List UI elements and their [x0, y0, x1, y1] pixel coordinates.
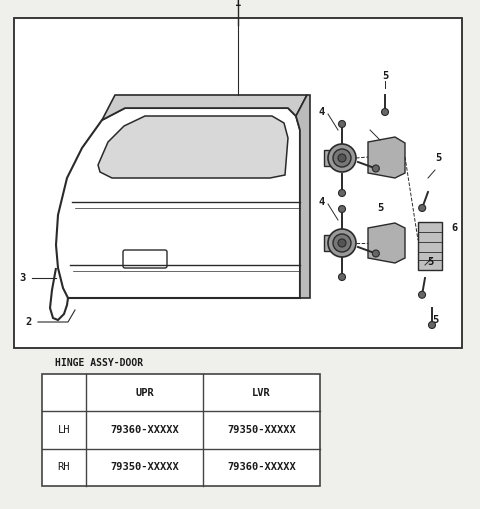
- Bar: [324, 235, 334, 251]
- Bar: [418, 222, 442, 270]
- Text: 4: 4: [319, 107, 325, 117]
- Text: 4: 4: [319, 197, 325, 207]
- Text: 5: 5: [435, 153, 441, 163]
- Circle shape: [328, 144, 356, 172]
- Polygon shape: [368, 223, 405, 263]
- Circle shape: [338, 239, 346, 247]
- Circle shape: [333, 234, 351, 252]
- Bar: [42, 374, 320, 486]
- Circle shape: [328, 229, 356, 257]
- Circle shape: [429, 322, 435, 328]
- Polygon shape: [56, 108, 300, 298]
- Text: 5: 5: [427, 257, 433, 267]
- Circle shape: [338, 189, 346, 196]
- Text: 3: 3: [19, 273, 25, 283]
- Circle shape: [372, 250, 379, 257]
- Bar: [14, 18, 462, 348]
- Text: 1: 1: [235, 0, 241, 8]
- Circle shape: [419, 291, 426, 298]
- Circle shape: [338, 121, 346, 127]
- Text: LH: LH: [58, 425, 70, 435]
- Polygon shape: [368, 137, 405, 178]
- Text: 5: 5: [432, 315, 438, 325]
- FancyBboxPatch shape: [123, 250, 167, 268]
- Text: RH: RH: [58, 462, 70, 472]
- Circle shape: [419, 205, 426, 211]
- Polygon shape: [98, 116, 288, 178]
- Circle shape: [372, 165, 379, 172]
- Circle shape: [333, 149, 351, 167]
- Text: 79350-XXXXX: 79350-XXXXX: [110, 462, 179, 472]
- Circle shape: [338, 206, 346, 212]
- Text: 2: 2: [25, 317, 31, 327]
- Text: 79350-XXXXX: 79350-XXXXX: [227, 425, 296, 435]
- Bar: [324, 150, 334, 166]
- Circle shape: [382, 108, 388, 116]
- Circle shape: [338, 273, 346, 280]
- Text: 5: 5: [382, 71, 388, 81]
- Polygon shape: [296, 95, 310, 298]
- Text: 5: 5: [377, 203, 383, 213]
- Text: 79360-XXXXX: 79360-XXXXX: [110, 425, 179, 435]
- Polygon shape: [102, 95, 307, 120]
- Text: HINGE ASSY-DOOR: HINGE ASSY-DOOR: [55, 358, 143, 368]
- Text: 79360-XXXXX: 79360-XXXXX: [227, 462, 296, 472]
- Circle shape: [338, 154, 346, 162]
- Text: LVR: LVR: [252, 388, 271, 398]
- Text: UPR: UPR: [135, 388, 154, 398]
- Text: 6: 6: [452, 223, 458, 233]
